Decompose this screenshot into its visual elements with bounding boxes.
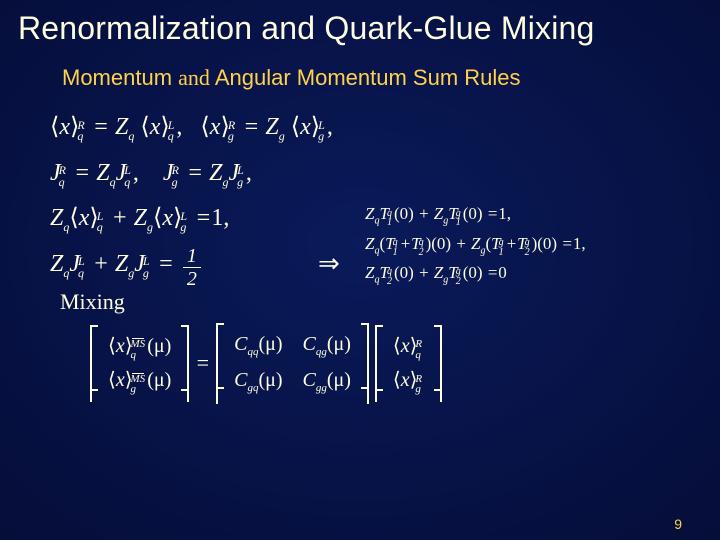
bracket-left xyxy=(375,325,383,402)
eq-rhs-block: ZqTq1(0) + ZgTg1(0) =1, Zq(Tq1+Tq2)(0) +… xyxy=(365,196,720,288)
equation-block: ⟨x⟩Rq = Zq ⟨x⟩Lq, ⟨x⟩Rg = Zg ⟨x⟩Lg, JRq … xyxy=(0,91,720,289)
subtitle-post: Angular Momentum Sum Rules xyxy=(210,65,521,90)
subtitle-and: and xyxy=(178,65,210,90)
eq-line-1: ⟨x⟩Rq = Zq ⟨x⟩Lq, ⟨x⟩Rg = Zg ⟨x⟩Lg, xyxy=(50,105,720,151)
subtitle-pre: Momentum xyxy=(62,65,178,90)
bracket-right xyxy=(434,325,442,402)
implies-arrow: ⇒ xyxy=(318,249,340,279)
matrix-equation: ⟨x⟩MSq(μ) ⟨x⟩MSg(μ) = Cqq(μ) Cgq(μ) Cqg(… xyxy=(0,315,720,404)
matrix-equals: = xyxy=(195,350,210,376)
slide-title: Renormalization and Quark-Glue Mixing xyxy=(0,0,720,47)
bracket-right xyxy=(181,325,189,402)
eq-line-3: Zq⟨x⟩Lq + Zg⟨x⟩Lg =1, xyxy=(50,196,365,242)
eq-row-implies: Zq⟨x⟩Lq + Zg⟨x⟩Lg =1, ZqJLq + ZgJLg = 12… xyxy=(50,196,720,289)
mixing-label: Mixing xyxy=(0,289,720,315)
page-number: 9 xyxy=(674,516,682,532)
bracket-right xyxy=(361,323,369,404)
slide-subtitle: Momentum and Angular Momentum Sum Rules xyxy=(0,47,720,91)
eq-line-2: JRq = ZqJLq, JRg = ZgJLg, xyxy=(50,151,720,197)
bracket-left xyxy=(216,323,224,404)
bracket-left xyxy=(90,325,98,402)
